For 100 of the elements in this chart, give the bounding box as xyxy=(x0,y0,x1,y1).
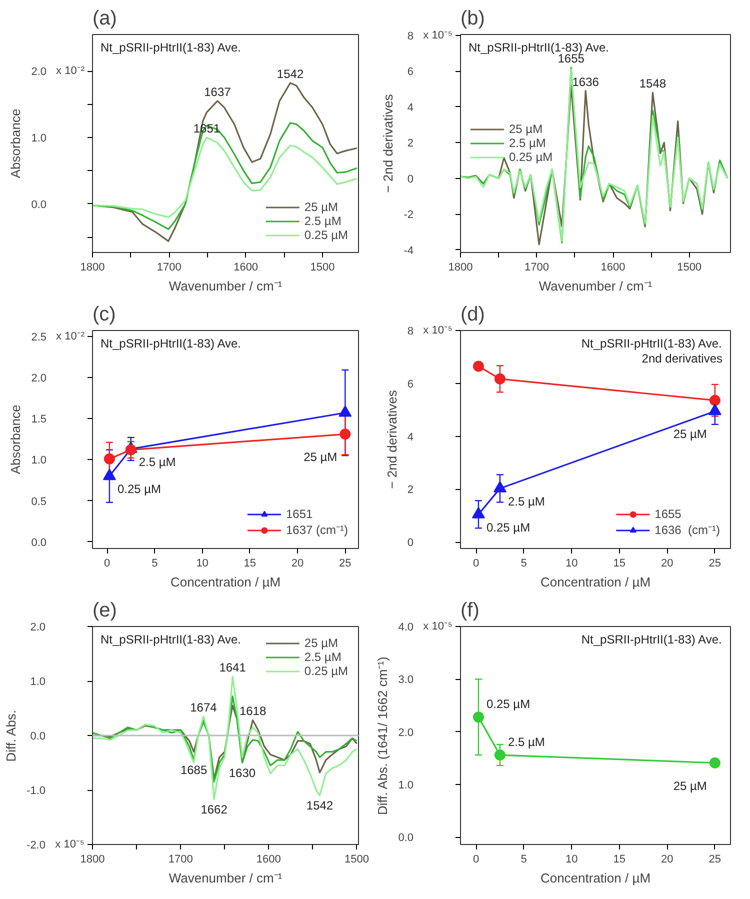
x-tick-label: 1500 xyxy=(677,262,702,274)
x-tick-label: 10 xyxy=(565,558,578,570)
y-tick-label: -2 xyxy=(404,209,414,222)
x-tick-label: 1600 xyxy=(600,262,626,274)
x-tick-label: 1800 xyxy=(448,262,473,274)
x-tick-label: 25 xyxy=(708,558,722,570)
x-tick-label: 15 xyxy=(613,558,626,570)
y-tick-label: 4.0 xyxy=(398,622,414,634)
x-tick-label: 25 xyxy=(708,854,722,866)
x-axis-title: Wavenumber / cm⁻¹ xyxy=(168,870,283,886)
x-tick-label: 15 xyxy=(244,558,256,570)
x-tick-label: 5 xyxy=(520,558,527,570)
y-tick-label: 2.0 xyxy=(31,66,47,78)
y-axis-title: − 2nd derivatives xyxy=(384,390,400,489)
y-axis-title: Diff. Abs. (1641/ 1662 cm⁻¹) xyxy=(375,656,390,816)
chart-subtitle: x 10⁻⁵ xyxy=(423,620,453,632)
y-tick-label: 2 xyxy=(407,484,414,496)
y-tick-label: 8 xyxy=(407,30,414,42)
y-tick-label: 0.5 xyxy=(31,496,47,508)
legend-label: 2.5 µM xyxy=(304,650,342,664)
legend-label: 25 µM xyxy=(509,122,543,136)
y-axis-title: Diff. Abs. xyxy=(4,710,19,762)
annotation: 2nd derivatives xyxy=(642,352,723,366)
x-tick-label: 1600 xyxy=(234,262,258,274)
x-tick-label: 1700 xyxy=(524,262,550,274)
legend-label: 1655 xyxy=(654,507,682,521)
legend-label: 0.25 µM xyxy=(509,150,553,164)
y-axis-title: Absorbance xyxy=(8,404,24,474)
annotation: 1685 xyxy=(180,763,208,778)
y-tick-label: 2.5 xyxy=(31,331,47,344)
chart-title: (e) xyxy=(92,600,117,622)
annotation: 1641 xyxy=(219,660,246,675)
x-tick-label: 0 xyxy=(473,558,480,570)
annotation: 1542 xyxy=(306,798,334,812)
y-tick-label: 2 xyxy=(407,138,414,150)
x-tick-label: 20 xyxy=(661,854,674,866)
annotation: 2.5 µM xyxy=(508,734,545,749)
x-axis-title: Concentration / µM xyxy=(540,870,651,886)
y-tick-label: 1.0 xyxy=(30,676,46,688)
annotation: 1618 xyxy=(239,704,266,718)
y-tick-label: 6 xyxy=(407,378,414,390)
annotation: Nt_pSRII-pHtrII(1-83) Ave. xyxy=(100,632,241,646)
y-tick-label: 2.0 xyxy=(30,622,46,634)
x-tick-label: 1800 xyxy=(80,262,105,274)
x-tick-label: 1700 xyxy=(168,854,193,866)
x-tick-label: 15 xyxy=(613,854,626,866)
chart-title: (d) xyxy=(460,304,485,326)
annotation: 25 µM xyxy=(304,450,338,464)
y-tick-label: 1.5 xyxy=(31,414,47,426)
x-tick-label: 0 xyxy=(104,558,110,570)
x-tick-label: 0 xyxy=(473,854,480,866)
y-tick-label: 1.0 xyxy=(398,779,414,792)
x-tick-label: 1700 xyxy=(156,262,182,274)
x-tick-label: 1600 xyxy=(256,854,281,866)
annotation: 0.25 µM xyxy=(486,697,530,712)
y-tick-label: 2.0 xyxy=(31,372,47,384)
annotation: 1636 xyxy=(572,74,600,89)
y-tick-label: 8 xyxy=(407,326,414,338)
legend-label: 0.25 µM xyxy=(304,228,348,242)
annotation: 1637 xyxy=(204,84,232,99)
x-tick-label: 20 xyxy=(291,558,304,570)
y-tick-label: 6 xyxy=(407,66,414,78)
annotation: Nt_pSRII-pHtrII(1-83) Ave. xyxy=(581,632,722,646)
legend-label: 1651 xyxy=(286,507,313,521)
annotation: Nt_pSRII-pHtrII(1-83) Ave. xyxy=(100,336,241,350)
x-tick-label: 1500 xyxy=(344,854,369,866)
text: x 10⁻² xyxy=(56,65,85,78)
chart-title: (f) xyxy=(460,600,480,622)
y-tick-label: 0.0 xyxy=(31,536,47,549)
annotation: 1662 xyxy=(200,802,228,816)
x-axis-title: Wavenumber / cm⁻¹ xyxy=(168,278,283,294)
x-axis-title: Concentration / µM xyxy=(540,574,651,590)
legend-label: 2.5 µM xyxy=(304,214,342,228)
legend-label: 25 µM xyxy=(304,636,338,650)
y-tick-label: 0.0 xyxy=(398,832,414,844)
legend-label: 25 µM xyxy=(304,200,338,214)
y-tick-label: 0 xyxy=(407,173,414,186)
annotation: Nt_pSRII-pHtrII(1-83) Ave. xyxy=(581,336,722,350)
annotation: 2.5 µM xyxy=(138,454,176,469)
chart-title: (c) xyxy=(92,304,116,326)
y-tick-label: 2.0 xyxy=(398,726,414,739)
x-tick-label: 10 xyxy=(196,558,208,570)
x-tick-label: 1500 xyxy=(310,262,335,274)
y-tick-label: 0.0 xyxy=(30,730,46,742)
y-tick-label: 1.0 xyxy=(31,132,47,145)
x-tick-label: 1800 xyxy=(80,854,105,866)
x-tick-label: 5 xyxy=(152,558,158,570)
annotation: Nt_pSRII-pHtrII(1-83) Ave. xyxy=(100,40,241,54)
y-axis-title: − 2nd derivatives xyxy=(380,94,396,193)
annotation: 0.25 µM xyxy=(117,482,162,496)
annotation: 25 µM xyxy=(673,427,707,442)
legend-label: 2.5 µM xyxy=(509,136,546,150)
annotation: 1674 xyxy=(190,700,218,714)
y-axis-title: Absorbance xyxy=(8,108,24,178)
x-tick-label: 10 xyxy=(565,854,578,866)
y-tick-label: 3.0 xyxy=(398,674,414,686)
chart-subtitle: x 10⁻² xyxy=(56,330,85,342)
x-tick-label: 5 xyxy=(520,854,527,866)
y-tick-label: 1.0 xyxy=(31,454,47,467)
chart-subtitle: x 10⁻⁵ xyxy=(423,29,453,42)
